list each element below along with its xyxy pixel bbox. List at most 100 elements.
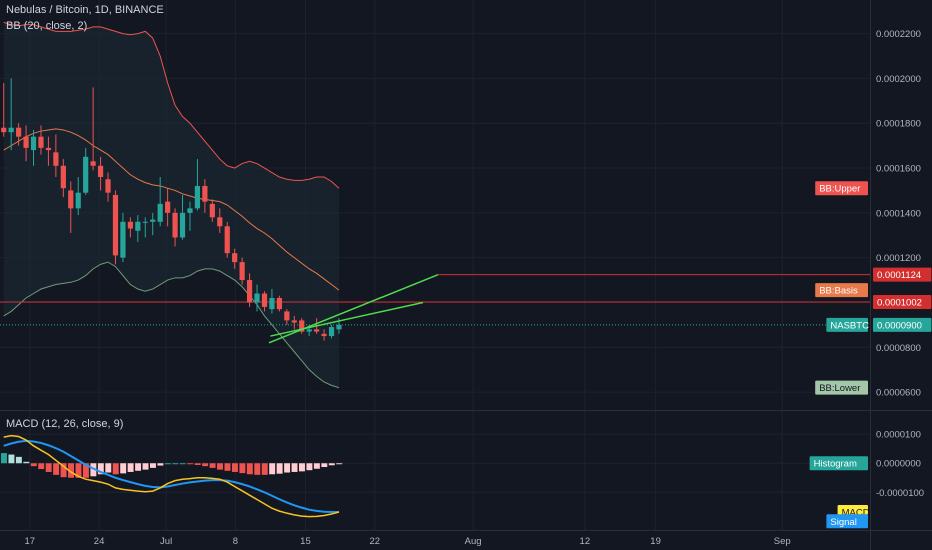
bb-indicator-title[interactable]: BB (20, close, 2) [6,20,88,32]
macd-hist-bar-22 [164,463,171,465]
macd-hist-bar-41 [306,463,313,471]
candle-body-34 [254,293,260,303]
macd-hist-bar-35 [261,463,268,475]
price-tick-label: 0.0001600 [876,164,921,175]
time-tick-label: Jul [160,536,172,547]
candle-body-11 [83,156,89,193]
macd-hist-bar-17 [127,463,134,472]
price-tick-label: 0.0000800 [876,343,921,354]
candle-body-25 [187,208,193,213]
trend-lines[interactable] [268,273,439,344]
bollinger-bands [3,21,340,389]
macd-hist-bar-15 [112,463,119,475]
candle-body-41 [306,329,312,332]
price-tick-label: 0.0001400 [876,208,921,219]
macd-hist-bar-6 [45,463,52,472]
macd-hist-bar-18 [135,463,142,471]
time-tick-label: 15 [300,536,311,547]
macd-hist-bar-1 [8,454,15,464]
badge-label-level: 0.0001124 [877,270,921,281]
badge-label-lower: BB:Lower [819,383,860,394]
candle-body-44 [328,327,335,337]
macd-hist-bar-4 [30,463,37,467]
macd-hist-bar-21 [157,463,164,466]
candle-body-39 [291,320,297,323]
macd-hist-bar-19 [142,463,149,470]
candle-body-29 [217,217,223,227]
price-tick-label: 0.0002000 [876,74,921,85]
candle-body-1 [8,127,14,133]
macd-hist-bar-11 [82,463,89,478]
candle-body-20 [150,219,156,222]
candle-body-37 [276,297,282,310]
candle-body-4 [30,136,37,151]
time-tick-label: 17 [25,536,36,547]
candle-body-10 [75,192,81,209]
macd-hist-bar-23 [172,463,179,465]
candle-body-14 [105,179,111,193]
badge-hist [809,456,868,471]
candle-body-8 [60,165,66,189]
macd-pane [1,434,343,518]
macd-hist-bar-2 [15,456,22,464]
time-tick-label: 19 [650,536,661,547]
time-tick-label: Aug [465,536,482,547]
macd-hist-bar-42 [313,463,320,469]
time-tick-label: 8 [233,536,238,547]
price-tick-label: 0.0000600 [876,388,921,399]
candle-body-45 [336,324,342,330]
candle-body-35 [261,293,268,307]
candle-body-22 [165,201,171,213]
candle-body-38 [284,311,290,321]
candle-body-42 [314,329,320,332]
macd-hist-bar-8 [60,463,67,478]
candle-body-7 [53,152,59,166]
price-tick-label: 0.0001800 [876,119,921,130]
badge-signal [826,514,868,529]
macd-hist-bar-43 [321,463,328,468]
macd-hist-bar-31 [231,463,238,472]
macd-tick-label: 0.0000000 [876,459,921,470]
macd-hist-bar-13 [97,463,104,475]
time-axis[interactable]: 17 24 Jul 8 15 22 Aug 12 19 Sep [25,536,791,547]
time-tick-label: 24 [94,536,105,547]
badge-label-upper: BB:Upper [819,184,860,195]
macd-hist-bar-28 [209,463,216,468]
horizontal-levels[interactable] [0,274,870,326]
candle-body-40 [299,320,305,332]
trend-line-short [270,301,424,337]
macd-hist-bar-32 [239,463,246,474]
macd-hist-bar-36 [269,463,276,475]
candle-body-43 [321,333,327,337]
candle-body-17 [127,221,133,229]
candle-body-31 [232,253,238,263]
time-tick-label: 12 [580,536,591,547]
badge-label-last: NASBTC [830,320,869,331]
candle-body-16 [120,221,126,258]
candle-body-21 [157,203,163,222]
candle-body-23 [172,212,178,238]
candle-body-28 [209,203,215,218]
candle-body-3 [23,136,29,148]
badge-label-basis: BB:Basis [819,286,858,297]
candle-body-26 [194,185,201,209]
price-axis[interactable]: 0.0002200 0.0002000 0.0001800 0.0001600 0.00… [809,29,932,529]
time-tick-label: 22 [369,536,380,547]
candle-body-5 [38,136,44,148]
signal-line [3,439,339,514]
macd-hist-bar-27 [202,463,209,467]
badge-label-signal: Signal [830,517,856,528]
candle-body-27 [202,185,208,202]
price-tick-label: 0.0002200 [876,29,921,40]
candle-body-24 [179,212,186,238]
badge-label-level: 0.0001002 [877,298,922,309]
macd-hist-bar-34 [254,463,261,475]
macd-hist-bar-38 [284,463,291,473]
candle-body-18 [135,221,141,231]
bb-upper-line [3,21,340,189]
macd-indicator-title[interactable]: MACD (12, 26, close, 9) [6,418,124,430]
macd-hist-bar-39 [291,463,298,472]
macd-hist-bar-30 [224,463,231,471]
macd-hist-bar-45 [336,463,343,465]
